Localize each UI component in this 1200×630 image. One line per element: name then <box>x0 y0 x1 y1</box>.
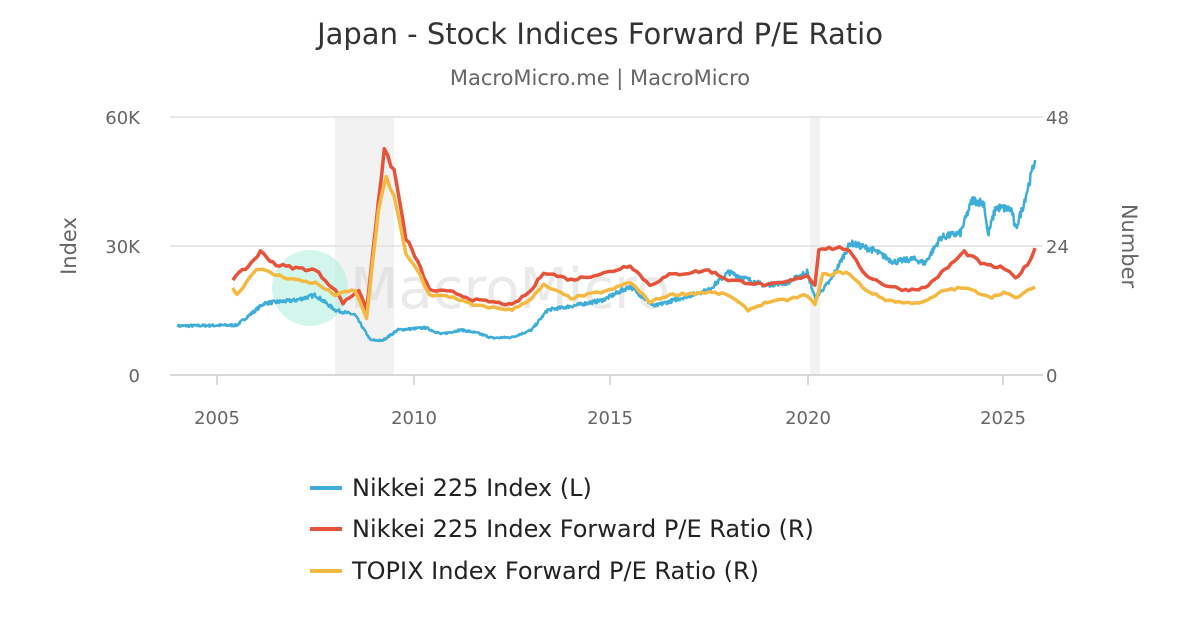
x-tick: 2025 <box>980 408 1026 429</box>
x-tick: 2020 <box>785 408 831 429</box>
legend-label: TOPIX Index Forward P/E Ratio (R) <box>351 557 759 585</box>
y-left-axis-title: Index <box>57 217 81 275</box>
legend-label: Nikkei 225 Index (L) <box>352 474 592 502</box>
x-tick: 2015 <box>587 408 633 429</box>
y-right-tick: 24 <box>1046 237 1069 258</box>
x-tick: 2005 <box>194 408 240 429</box>
y-right-tick: 0 <box>1046 366 1057 387</box>
watermark-logo-icon <box>272 250 348 326</box>
y-right-tick: 48 <box>1046 108 1069 129</box>
series-line-0 <box>176 159 1037 343</box>
chart-title: Japan - Stock Indices Forward P/E Ratio <box>315 17 883 51</box>
x-tick: 2010 <box>391 408 437 429</box>
y-left-tick: 30K <box>105 237 141 258</box>
legend-item-nikkei[interactable]: Nikkei 225 Index (L) <box>310 474 592 502</box>
series-line-2 <box>231 174 1036 321</box>
y-right-axis-title: Number <box>1117 204 1141 289</box>
chart-subtitle: MacroMicro.me | MacroMicro <box>450 66 750 91</box>
legend-label: Nikkei 225 Index Forward P/E Ratio (R) <box>352 515 814 543</box>
y-left-tick: 0 <box>129 366 140 387</box>
legend-item-nikkei-pe[interactable]: Nikkei 225 Index Forward P/E Ratio (R) <box>310 515 814 543</box>
legend: Nikkei 225 Index (L) Nikkei 225 Index Fo… <box>310 474 814 585</box>
y-left-tick: 60K <box>105 108 141 129</box>
legend-item-topix-pe[interactable]: TOPIX Index Forward P/E Ratio (R) <box>310 557 759 585</box>
